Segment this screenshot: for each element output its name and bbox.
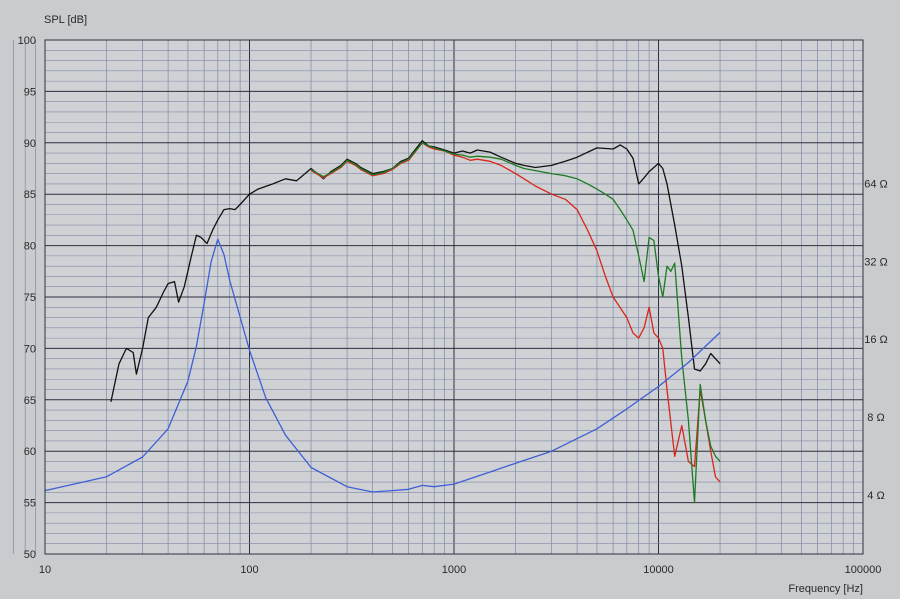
- y2-tick-label: 4 Ω: [867, 490, 884, 502]
- y-tick-label: 50: [24, 549, 36, 561]
- y-tick-label: 60: [24, 446, 36, 458]
- y-tick-label: 75: [24, 292, 36, 304]
- plot-frame: [44, 39, 864, 555]
- y2-tick-label: 32 Ω: [864, 256, 888, 268]
- y-tick-label: 95: [24, 86, 36, 98]
- y2-tick-label: 8 Ω: [867, 412, 884, 424]
- series-line-blue: [44, 238, 721, 493]
- x-tick-label: 10: [39, 564, 51, 576]
- y-tick-labels: 50 55 60 65 70 75 80 85 90 95 100: [18, 35, 36, 561]
- grid: [12, 39, 863, 555]
- y-tick-label: 65: [24, 395, 36, 407]
- x-tick-labels: 10 100 1000 10000 100000: [39, 564, 881, 576]
- x-tick-label: 1000: [442, 564, 466, 576]
- y-tick-label: 100: [18, 35, 36, 47]
- y2-tick-labels: 4 Ω 8 Ω 16 Ω 32 Ω 64 Ω: [864, 179, 888, 502]
- y-tick-label: 55: [24, 498, 36, 510]
- y-tick-label: 90: [24, 138, 36, 150]
- x-tick-label: 100000: [845, 564, 882, 576]
- y-tick-label: 85: [24, 189, 36, 201]
- series-group: [44, 140, 721, 504]
- x-axis-title: Frequency [Hz]: [788, 583, 863, 595]
- y-tick-label: 80: [24, 241, 36, 253]
- y-axis-title: SPL [dB]: [44, 14, 87, 26]
- y2-tick-label: 16 Ω: [864, 334, 888, 346]
- y2-tick-label: 64 Ω: [864, 179, 888, 191]
- x-tick-label: 100: [240, 564, 258, 576]
- series-line-green: [310, 142, 721, 504]
- x-tick-label: 10000: [643, 564, 674, 576]
- y-tick-label: 70: [24, 343, 36, 355]
- series-line-red: [310, 142, 721, 483]
